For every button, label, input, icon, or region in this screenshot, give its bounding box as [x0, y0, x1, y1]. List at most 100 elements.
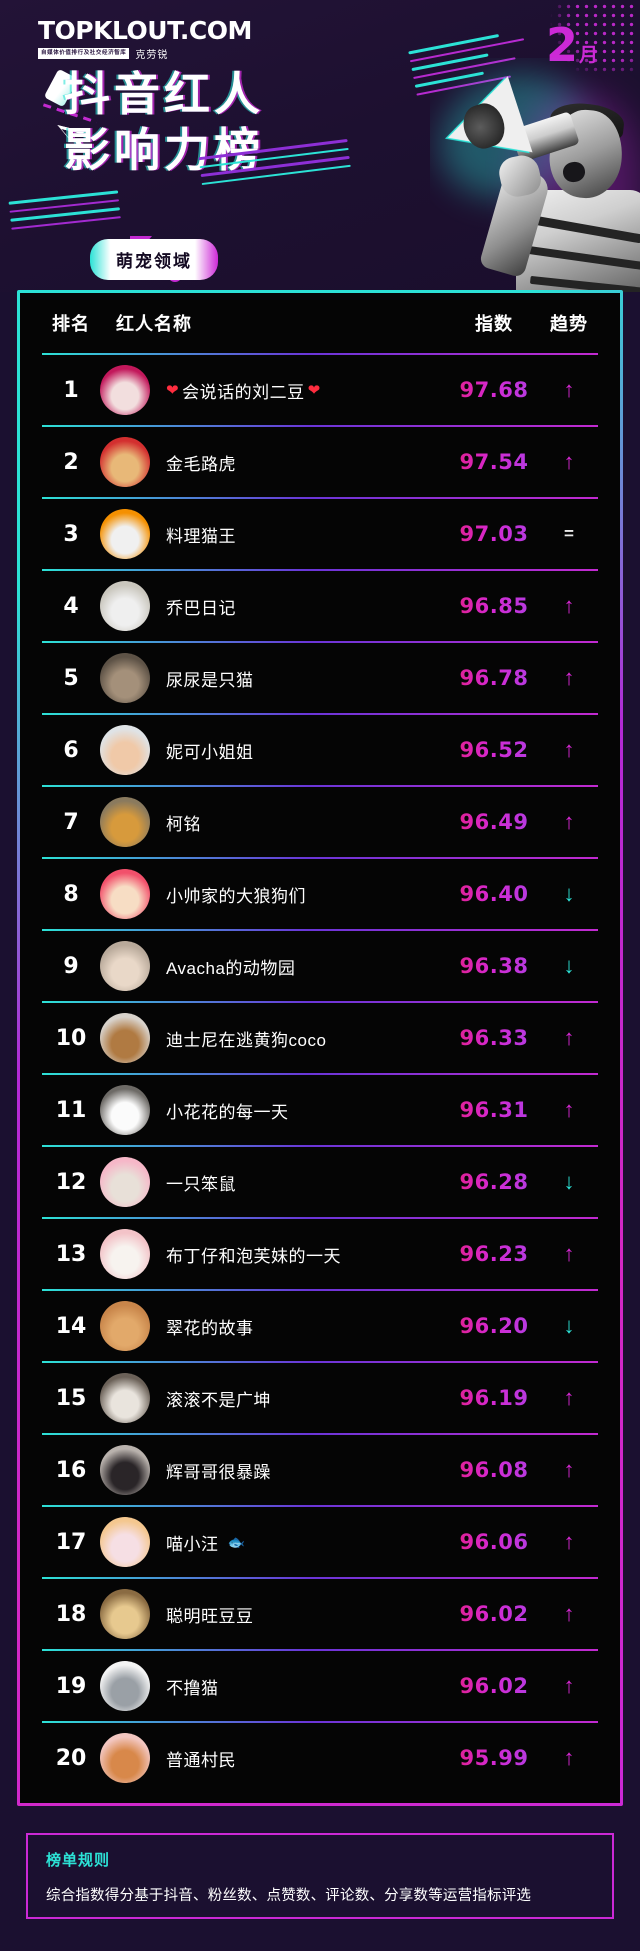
trend-up-icon: ↑	[563, 1024, 575, 1050]
row-trend-cell: ↑	[540, 1386, 598, 1410]
row-name-cell: 布丁仔和泡芙妹的一天	[164, 1242, 448, 1267]
row-rank: 14	[55, 1313, 87, 1339]
row-score: 96.02	[459, 1602, 529, 1626]
table-row[interactable]: 20 普通村民 95.99 ↑	[42, 1721, 598, 1793]
avatar[interactable]	[100, 1589, 150, 1639]
avatar[interactable]	[100, 797, 150, 847]
row-trend-cell: ↑	[540, 1458, 598, 1482]
row-name: 金毛路虎	[166, 454, 236, 474]
logo-chinese-name: 克劳锐	[135, 50, 169, 61]
table-row[interactable]: 10 迪士尼在逃黄狗coco 96.33 ↑	[42, 1001, 598, 1073]
row-name-cell: 尿尿是只猫	[164, 666, 448, 691]
row-trend-cell: ↑	[540, 808, 598, 834]
table-row[interactable]: 16 辉哥哥很暴躁 96.08 ↑	[42, 1433, 598, 1505]
row-name-cell: 聪明旺豆豆	[164, 1602, 448, 1627]
row-name-cell: 喵小汪 🐟	[164, 1530, 448, 1555]
table-row[interactable]: 15 滚滚不是广坤 96.19 ↑	[42, 1361, 598, 1433]
poster-header: TOPKLOUT.COM 自媒体价值排行及社交经济智库 克劳锐 2 月 抖音红人…	[0, 0, 640, 292]
table-row[interactable]: 9 Avacha的动物园 96.38 ↓	[42, 929, 598, 1001]
row-trend-cell: ↑	[540, 738, 598, 762]
row-name-cell: 不撸猫	[164, 1674, 448, 1699]
row-score-cell: 96.38	[448, 954, 540, 978]
table-row[interactable]: 13 布丁仔和泡芙妹的一天 96.23 ↑	[42, 1217, 598, 1289]
row-name: 翠花的故事	[166, 1318, 254, 1338]
avatar[interactable]	[100, 1661, 150, 1711]
column-header-index: 指数	[475, 314, 513, 334]
row-name-cell: 小帅家的大狼狗们	[164, 882, 448, 907]
table-row[interactable]: 8 小帅家的大狼狗们 96.40 ↓	[42, 857, 598, 929]
avatar[interactable]	[100, 1301, 150, 1351]
row-name: 喵小汪	[166, 1534, 219, 1554]
ranking-card: 排名 红人名称 指数 趋势 1 ❤ 会说话的刘二豆 ❤ 97.68 ↑ 2 金毛路虎 97.54…	[17, 290, 623, 1806]
avatar[interactable]	[100, 1013, 150, 1063]
row-name: 辉哥哥很暴躁	[166, 1462, 271, 1482]
row-name: 妮可小姐姐	[166, 742, 254, 762]
row-score-cell: 96.06	[448, 1530, 540, 1554]
category-badge[interactable]: 萌宠领域	[90, 239, 218, 280]
avatar[interactable]	[100, 1733, 150, 1783]
row-avatar-cell	[100, 1373, 164, 1423]
row-name: 小花花的每一天	[166, 1102, 289, 1122]
row-score-cell: 96.23	[448, 1242, 540, 1266]
table-row[interactable]: 17 喵小汪 🐟 96.06 ↑	[42, 1505, 598, 1577]
avatar[interactable]	[100, 1373, 150, 1423]
avatar[interactable]	[100, 1517, 150, 1567]
table-row[interactable]: 4 乔巴日记 96.85 ↑	[42, 569, 598, 641]
trend-up-icon: ↑	[563, 808, 575, 834]
row-score: 95.99	[459, 1746, 529, 1770]
avatar[interactable]	[100, 653, 150, 703]
row-score: 96.85	[459, 594, 529, 618]
avatar[interactable]	[100, 1445, 150, 1495]
row-trend-cell: ↑	[540, 1240, 598, 1266]
avatar[interactable]	[100, 941, 150, 991]
row-avatar-cell	[100, 1013, 164, 1063]
table-row[interactable]: 18 聪明旺豆豆 96.02 ↑	[42, 1577, 598, 1649]
title-line-2: 影响力榜	[64, 123, 264, 177]
row-score: 96.20	[459, 1314, 529, 1338]
table-row[interactable]: 14 翠花的故事 96.20 ↓	[42, 1289, 598, 1361]
avatar[interactable]	[100, 581, 150, 631]
avatar[interactable]	[100, 725, 150, 775]
trend-up-icon: ↑	[563, 1240, 575, 1266]
avatar[interactable]	[100, 1229, 150, 1279]
table-row[interactable]: 12 一只笨鼠 96.28 ↓	[42, 1145, 598, 1217]
row-name-cell: 料理猫王	[164, 522, 448, 547]
row-name: 会说话的刘二豆	[182, 382, 305, 402]
row-score-cell: 96.31	[448, 1098, 540, 1122]
table-row[interactable]: 19 不撸猫 96.02 ↑	[42, 1649, 598, 1721]
row-rank: 13	[55, 1241, 87, 1267]
row-name-cell: 一只笨鼠	[164, 1170, 448, 1195]
logo-tagline: 自媒体价值排行及社交经济智库	[38, 48, 130, 59]
avatar[interactable]	[100, 509, 150, 559]
row-trend-cell: ↑	[540, 378, 598, 402]
table-row[interactable]: 7 柯铭 96.49 ↑	[42, 785, 598, 857]
row-score: 96.28	[459, 1170, 529, 1194]
row-score-cell: 96.52	[448, 738, 540, 762]
row-score-cell: 97.54	[448, 450, 540, 474]
avatar[interactable]	[100, 1085, 150, 1135]
row-avatar-cell	[100, 1661, 164, 1711]
row-rank: 15	[55, 1385, 87, 1411]
avatar[interactable]	[100, 365, 150, 415]
avatar[interactable]	[100, 437, 150, 487]
row-name: 布丁仔和泡芙妹的一天	[166, 1246, 341, 1266]
rules-title: 榜单规则	[46, 1852, 111, 1869]
rules-text: 综合指数得分基于抖音、粉丝数、点赞数、评论数、分享数等运营指标评选	[46, 1888, 532, 1904]
table-row[interactable]: 11 小花花的每一天 96.31 ↑	[42, 1073, 598, 1145]
table-row[interactable]: 2 金毛路虎 97.54 ↑	[42, 425, 598, 497]
row-score: 96.06	[459, 1530, 529, 1554]
trend-down-icon: ↓	[563, 1312, 575, 1338]
row-rank: 8	[63, 881, 79, 907]
table-row[interactable]: 6 妮可小姐姐 96.52 ↑	[42, 713, 598, 785]
row-trend-cell: ↑	[540, 594, 598, 618]
row-score-cell: 96.85	[448, 594, 540, 618]
row-score-cell: 96.28	[448, 1170, 540, 1194]
row-avatar-cell	[100, 509, 164, 559]
trend-up-icon: ↑	[563, 1744, 575, 1770]
avatar[interactable]	[100, 1157, 150, 1207]
avatar[interactable]	[100, 869, 150, 919]
table-row[interactable]: 3 料理猫王 97.03 =	[42, 497, 598, 569]
row-name: 小帅家的大狼狗们	[166, 886, 306, 906]
table-row[interactable]: 5 尿尿是只猫 96.78 ↑	[42, 641, 598, 713]
table-row[interactable]: 1 ❤ 会说话的刘二豆 ❤ 97.68 ↑	[42, 353, 598, 425]
